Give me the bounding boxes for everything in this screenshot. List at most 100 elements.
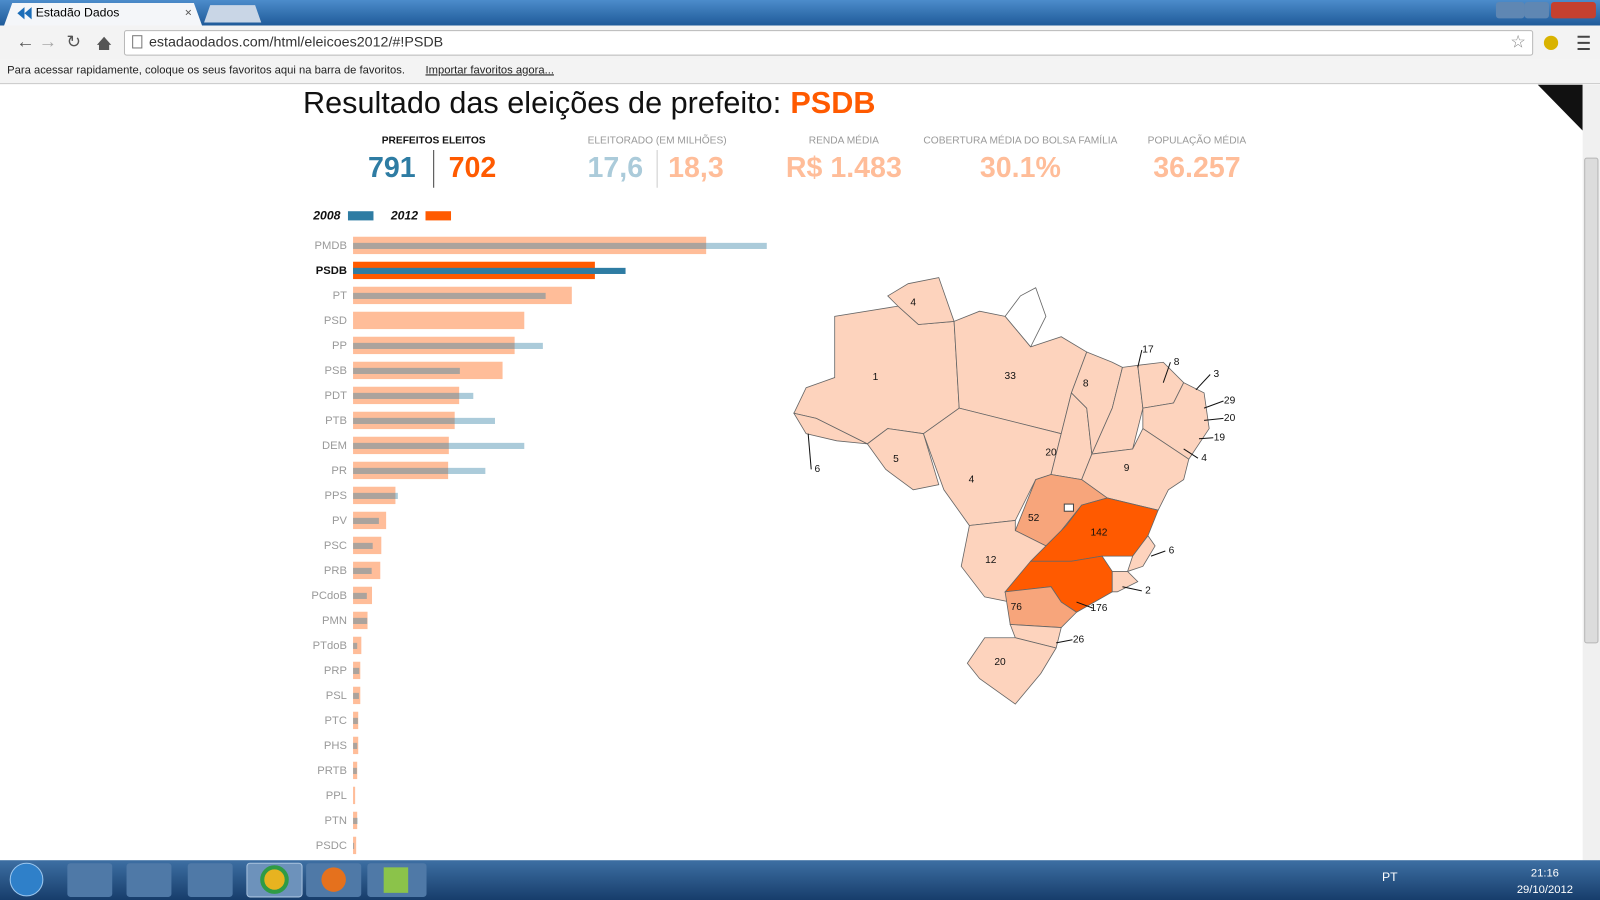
map-label: 8 xyxy=(1174,357,1180,368)
stat-value: 791 xyxy=(368,152,416,184)
state xyxy=(1111,571,1139,593)
stat-value: 18,3 xyxy=(668,152,724,184)
tab-close[interactable]: × xyxy=(185,5,192,19)
bar-2008 xyxy=(353,592,367,599)
home-button[interactable] xyxy=(96,36,112,50)
legend-swatch xyxy=(347,211,374,221)
map-label: 52 xyxy=(1028,513,1040,524)
stat-label: COBERTURA MÉDIA DO BOLSA FAMÍLIA xyxy=(923,134,1117,147)
leader-line xyxy=(1198,437,1214,440)
category-label: PPL xyxy=(326,790,347,802)
bar-2012 xyxy=(353,686,361,705)
firefox-icon xyxy=(321,867,346,892)
map-label: 5 xyxy=(893,454,899,465)
new-tab[interactable] xyxy=(204,5,262,23)
state xyxy=(1126,535,1156,573)
state xyxy=(966,637,1057,705)
leader-line xyxy=(1122,586,1142,592)
corner-ribbon[interactable] xyxy=(1537,84,1583,131)
category-label: DEM xyxy=(322,440,347,452)
bookmarks-bar xyxy=(0,59,1600,84)
close-button[interactable] xyxy=(1551,2,1596,19)
url[interactable]: estadaodados.com/html/eleicoes2012/#!PSD… xyxy=(149,35,443,51)
address-bar[interactable] xyxy=(123,30,1534,56)
menu-button[interactable] xyxy=(1577,35,1590,50)
tab-icon xyxy=(17,7,32,20)
extension-icon[interactable] xyxy=(1543,35,1559,50)
bar-2012 xyxy=(353,561,381,580)
category-label: PMDB xyxy=(315,240,347,252)
stats: PREFEITOS ELEITOS 791 702 ELEITORADO (EM MI… xyxy=(368,134,1246,188)
category-label: PTdoB xyxy=(313,640,347,652)
map-label: 20 xyxy=(1224,413,1236,424)
page-title: Resultado das eleições de prefeito: xyxy=(303,86,781,120)
map-label: 2 xyxy=(1145,586,1151,597)
reload-button[interactable]: ↻ xyxy=(66,31,81,51)
bar-2012 xyxy=(353,836,357,855)
category-label: PSDB xyxy=(316,265,347,277)
map-label: 17 xyxy=(1142,345,1154,356)
scrollbar-thumb[interactable] xyxy=(1584,157,1599,644)
back-button[interactable]: ← xyxy=(16,31,34,52)
category-label: PDT xyxy=(325,390,348,402)
bar-2012 xyxy=(353,636,362,655)
stat-value: 17,6 xyxy=(588,152,644,184)
language[interactable]: PT xyxy=(1382,870,1398,884)
start-button[interactable] xyxy=(9,862,44,897)
maximize-button[interactable] xyxy=(1524,2,1549,19)
stat-value: 30.1% xyxy=(980,152,1061,184)
bar-2012 xyxy=(353,311,525,330)
title-bar xyxy=(0,0,1600,26)
bar-2012 xyxy=(353,761,358,780)
leader-line xyxy=(1195,374,1211,391)
forward-button[interactable]: → xyxy=(39,31,57,52)
chrome-icon xyxy=(260,865,289,894)
leader-line xyxy=(1183,448,1199,459)
leader-line xyxy=(1150,550,1166,557)
bar-2008 xyxy=(353,567,372,574)
legend-label: 2012 xyxy=(390,209,418,223)
bar-2012 xyxy=(353,461,449,480)
tab[interactable] xyxy=(4,3,203,26)
minimize-button[interactable] xyxy=(1495,2,1525,19)
leader-line xyxy=(1204,417,1224,421)
bar-2012 xyxy=(353,236,707,255)
map-label: 6 xyxy=(815,464,821,475)
category-label: PCdoB xyxy=(311,590,347,602)
bar-2008 xyxy=(353,517,379,524)
bar-2012 xyxy=(353,486,396,505)
stat-label: RENDA MÉDIA xyxy=(809,134,879,147)
category-label: PSDC xyxy=(316,840,347,852)
category-label: PRP xyxy=(324,665,347,677)
clock-date[interactable]: 29/10/2012 xyxy=(1517,884,1573,896)
map-label: 3 xyxy=(1213,369,1219,380)
bar-2008 xyxy=(353,767,357,774)
bookmark-star[interactable]: ☆ xyxy=(1510,31,1526,51)
taskbar-explorer[interactable] xyxy=(67,863,113,897)
bar-2012 xyxy=(353,361,503,380)
map-label: 4 xyxy=(969,474,975,485)
bar-2012 xyxy=(353,511,387,530)
bar-2008 xyxy=(353,467,486,474)
category-label: PSL xyxy=(326,690,347,702)
leader-line xyxy=(1056,639,1073,644)
map-label: 76 xyxy=(1011,602,1023,613)
category-label: PRB xyxy=(324,565,347,577)
bar-2012 xyxy=(353,436,449,455)
clock-time[interactable]: 21:16 xyxy=(1531,867,1559,879)
taskbar-ie[interactable] xyxy=(187,863,233,897)
map-label: 19 xyxy=(1214,432,1226,443)
map-label: 33 xyxy=(1005,371,1017,382)
bookmarks-link[interactable]: Importar favoritos agora... xyxy=(426,64,554,76)
category-label: PV xyxy=(332,515,347,527)
bar-2008 xyxy=(353,367,460,374)
bar-2008 xyxy=(353,692,359,699)
taskbar-media[interactable] xyxy=(126,863,172,897)
map-label: 6 xyxy=(1169,546,1175,557)
bar-2012 xyxy=(353,611,368,630)
taskbar xyxy=(0,860,1600,900)
app-icon xyxy=(383,867,409,893)
category-label: PT xyxy=(333,290,347,302)
